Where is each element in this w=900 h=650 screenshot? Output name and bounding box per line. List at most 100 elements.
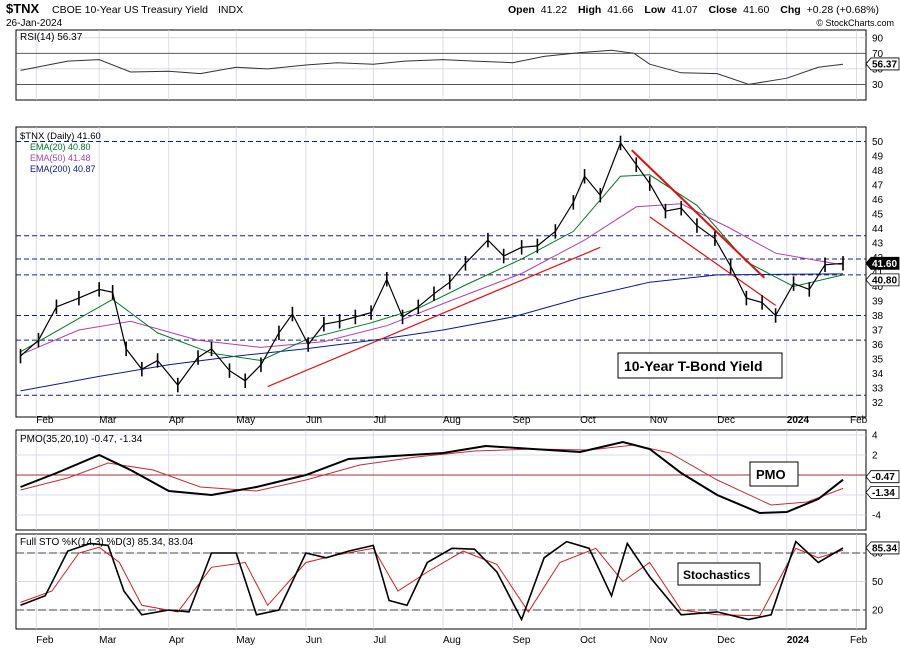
- x-tick-label: May: [236, 415, 255, 426]
- close-label: Close: [709, 4, 738, 16]
- copyright: © StockCharts.com: [816, 18, 894, 28]
- x-tick-label: Jun: [306, 635, 322, 646]
- chg-label: Chg: [780, 4, 800, 16]
- rsi-value-tag: 56.37: [865, 57, 900, 70]
- y-tick-label: 45: [872, 210, 884, 221]
- y-tick-label: 38: [872, 311, 884, 322]
- svg-text:56.37: 56.37: [872, 59, 897, 70]
- high-label: High: [578, 4, 601, 16]
- svg-text:Open 41.22 High: Open 41.22 High 41.66 Low 41.07 Close 41…: [508, 4, 879, 16]
- x-tick-label: Oct: [580, 415, 596, 426]
- ema200-line: [20, 273, 844, 392]
- trend-line: [649, 216, 776, 306]
- y-tick-label: 41: [872, 268, 884, 279]
- ema50-line: [20, 203, 844, 356]
- x-tick-label: Feb: [850, 635, 868, 646]
- x-tick-label: Apr: [169, 415, 185, 426]
- svg-text:-1.34: -1.34: [872, 488, 895, 499]
- svg-text:41.60: 41.60: [872, 259, 897, 270]
- high-value: 41.66: [607, 4, 633, 16]
- y-tick-label: 2: [872, 451, 878, 462]
- y-tick-label: 39: [872, 297, 884, 308]
- x-tick-label: Feb: [36, 635, 54, 646]
- y-tick-label: 90: [872, 33, 884, 44]
- svg-text:PMO: PMO: [756, 467, 786, 482]
- x-tick-label: Sep: [513, 635, 531, 646]
- y-tick-label: 50: [872, 137, 884, 148]
- x-tick-label: Nov: [650, 635, 668, 646]
- x-tick-label: Mar: [99, 635, 117, 646]
- x-tick-label: Apr: [169, 635, 185, 646]
- annotation-sto: Stochastics: [677, 562, 761, 586]
- y-tick-label: 49: [872, 152, 884, 163]
- price-legend-tnx: $TNX (Daily) 41.60: [20, 131, 101, 142]
- x-tick-label: Jun: [306, 415, 322, 426]
- rsi-panel: [15, 29, 867, 101]
- legends: RSI(14) 56.37 $TNX (Daily) 41.60 EMA(20)…: [20, 32, 194, 548]
- annotation-pmo: PMO: [749, 461, 799, 487]
- price-line: [20, 141, 844, 387]
- y-tick-label: 4: [872, 431, 878, 442]
- chart-date: 26-Jan-2024: [6, 18, 63, 29]
- trend-line: [631, 149, 766, 279]
- trend-line: [267, 246, 601, 388]
- ticker-symbol: $TNX: [6, 1, 40, 16]
- y-tick-label: 32: [872, 398, 884, 409]
- x-tick-label: Nov: [650, 415, 668, 426]
- x-tick-label: Jul: [373, 415, 386, 426]
- low-value: 41.07: [671, 4, 697, 16]
- x-tick-label: Oct: [580, 635, 596, 646]
- x-tick-label: Jul: [373, 635, 386, 646]
- svg-text:10-Year T-Bond Yield: 10-Year T-Bond Yield: [624, 358, 763, 374]
- pmo-panel: [15, 429, 867, 531]
- y-tick-label: 46: [872, 195, 884, 206]
- y-tick-label: 33: [872, 384, 884, 395]
- y-tick-label: 44: [872, 224, 884, 235]
- y-tick-label: 47: [872, 181, 884, 192]
- x-tick-label: Aug: [443, 415, 461, 426]
- y-tick-label: 43: [872, 239, 884, 250]
- price-value-tag: 41.60: [865, 256, 900, 270]
- price-legend-ema50: EMA(50) 41.48: [30, 153, 91, 163]
- sto-d-line: [20, 546, 844, 617]
- rsi-legend: RSI(14) 56.37: [20, 32, 83, 43]
- pmo-signal-tag: -1.34: [865, 486, 900, 499]
- y-tick-label: 36: [872, 340, 884, 351]
- ema-value-tag: 40.80: [865, 273, 900, 286]
- y-tick-label: 40: [872, 282, 884, 293]
- x-tick-label: May: [236, 635, 255, 646]
- ticker-name: CBOE 10-Year US Treasury Yield: [52, 4, 208, 16]
- y-tick-label: 35: [872, 355, 884, 366]
- x-tick-label: Dec: [717, 415, 735, 426]
- sto-value-tag: 85.34: [865, 541, 900, 554]
- y-tick-label: 48: [872, 166, 884, 177]
- x-tick-label: Mar: [99, 415, 117, 426]
- rsi-line: [20, 49, 844, 85]
- chart-header: $TNX CBOE 10-Year US Treasury Yield INDX…: [6, 1, 894, 29]
- open-label: Open: [508, 4, 535, 16]
- price-legend-ema200: EMA(200) 40.87: [30, 164, 96, 174]
- y-tick-label: 50: [872, 577, 884, 588]
- svg-text:-0.47: -0.47: [872, 472, 895, 483]
- x-tick-label: 2024: [787, 415, 810, 426]
- chg-value: +0.28 (+0.68%): [807, 4, 879, 16]
- x-tick-label: Dec: [717, 635, 735, 646]
- x-tick-label: Feb: [850, 415, 868, 426]
- y-tick-label: 20: [872, 606, 884, 617]
- svg-text:Stochastics: Stochastics: [683, 568, 751, 582]
- svg-text:40.80: 40.80: [872, 275, 897, 286]
- y-tick-label: -4: [872, 511, 881, 522]
- x-tick-label: Feb: [36, 415, 54, 426]
- y-tick-label: 70: [872, 49, 884, 60]
- pmo-signal-line: [20, 444, 844, 506]
- ema20-line: [20, 174, 844, 362]
- x-tick-label: Aug: [443, 635, 461, 646]
- price-panel: [15, 126, 867, 418]
- pmo-legend: PMO(35,20,10) -0.47, -1.34: [20, 434, 143, 445]
- y-tick-label: 30: [872, 80, 884, 91]
- x-tick-label: 2024: [787, 635, 810, 646]
- y-tick-label: 34: [872, 369, 884, 380]
- ticker-exchange: INDX: [218, 4, 243, 16]
- price-legend-ema20: EMA(20) 40.80: [30, 142, 91, 152]
